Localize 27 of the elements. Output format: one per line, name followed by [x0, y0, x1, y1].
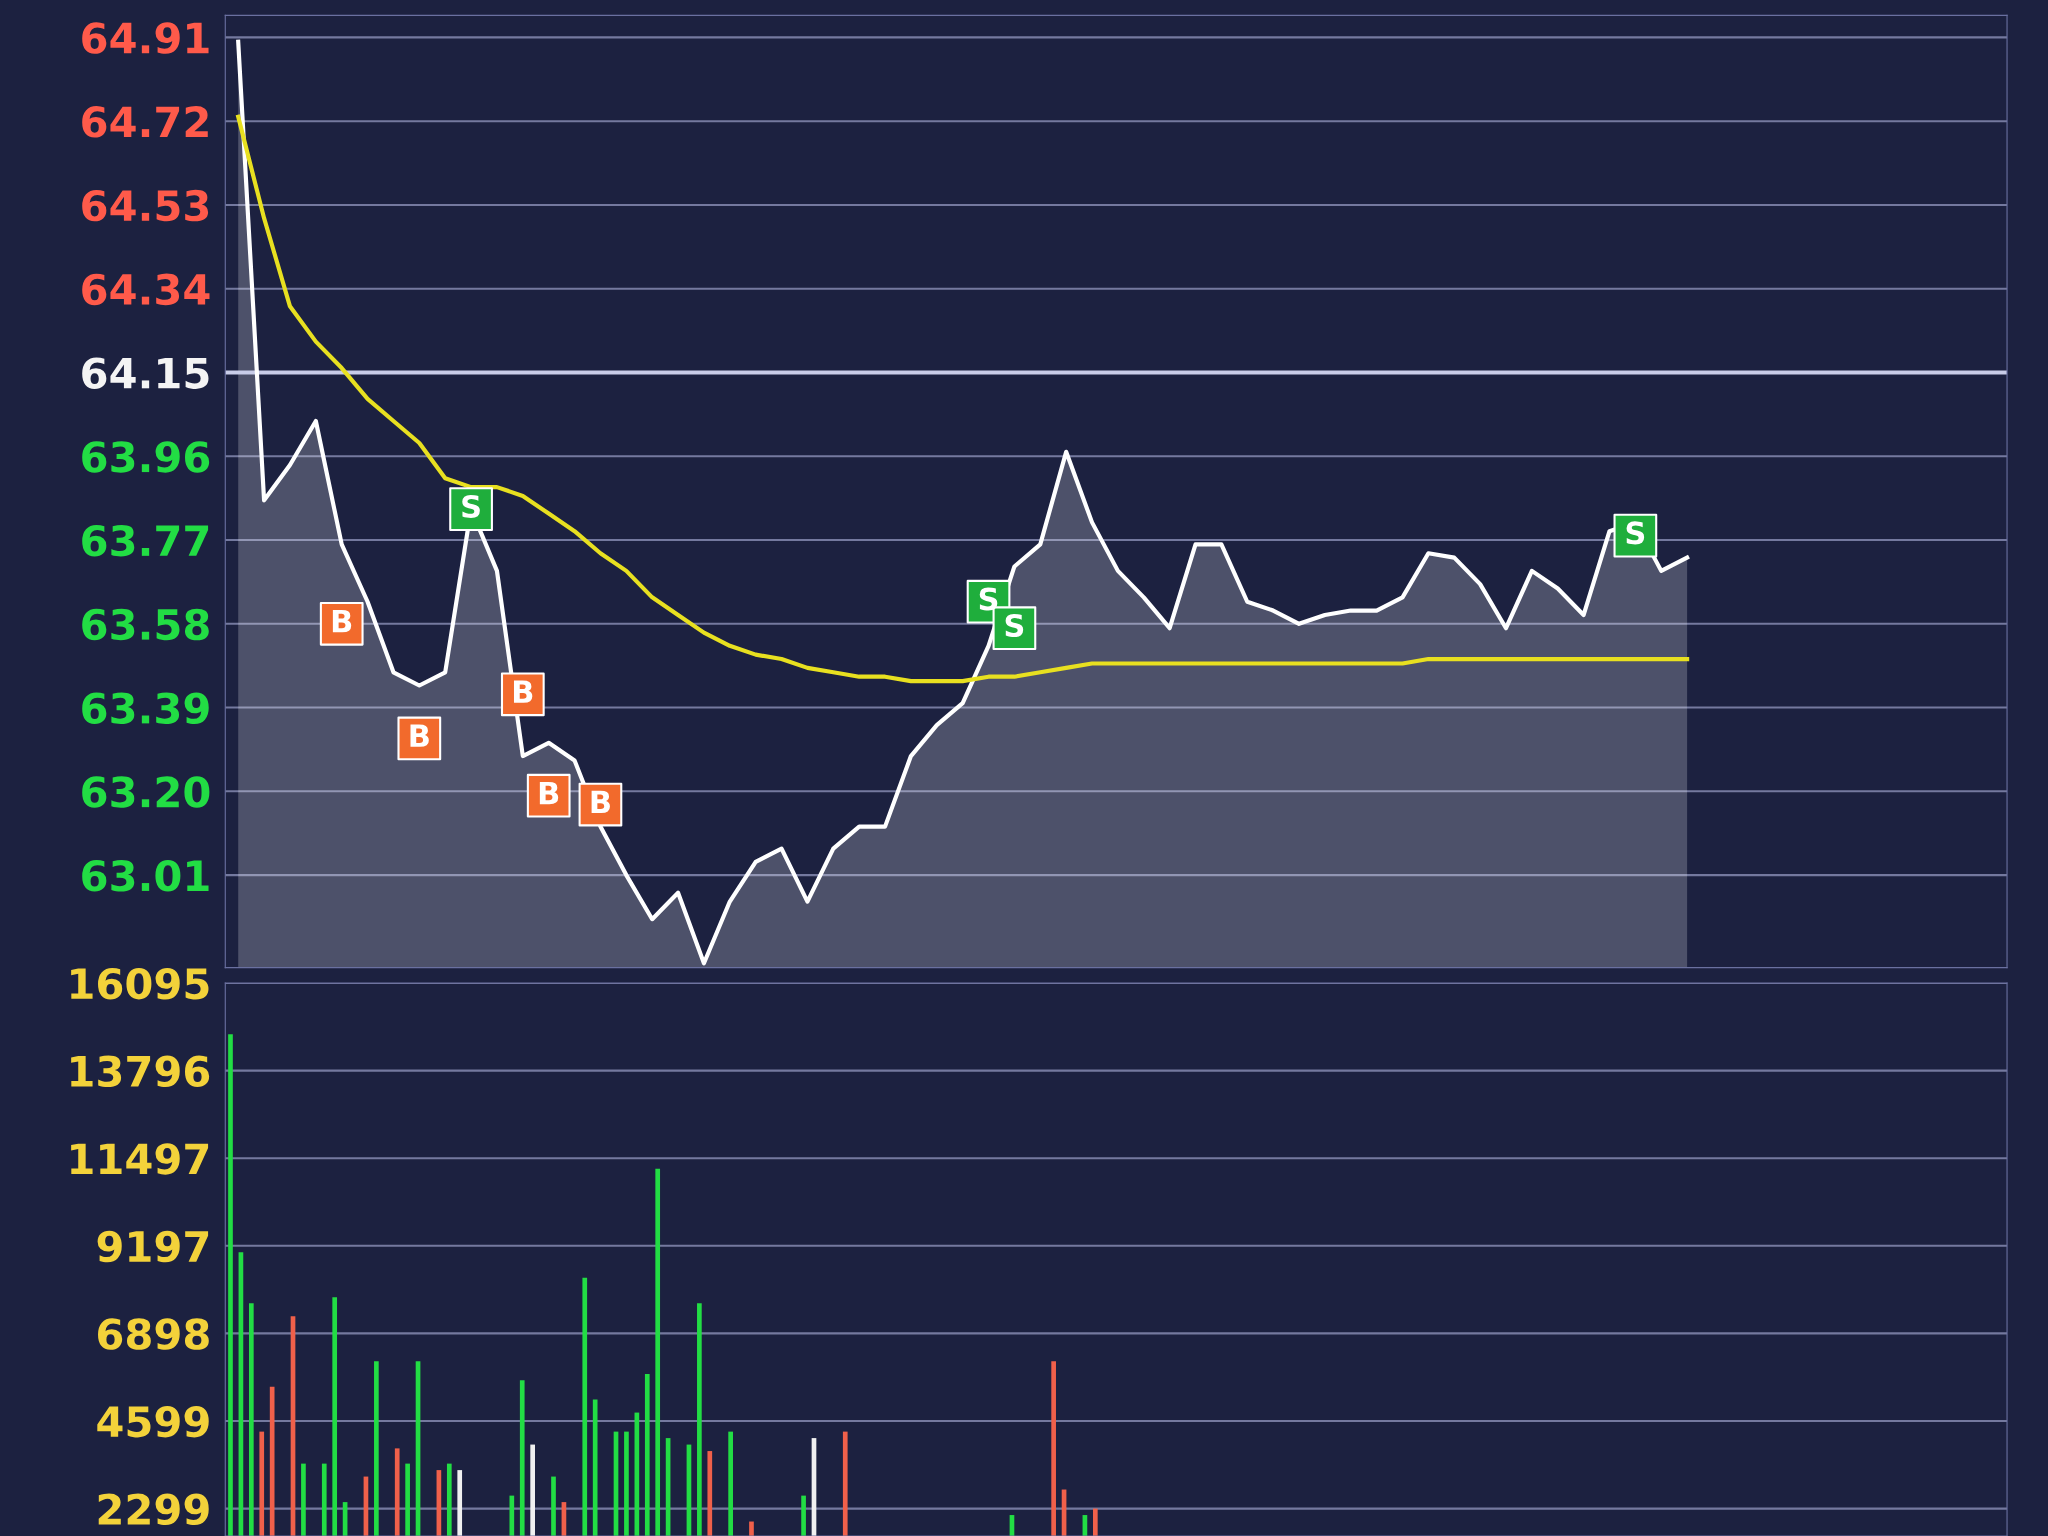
y-tick-label: 63.58: [82, 608, 209, 641]
data-label: B: [513, 680, 533, 703]
y-tick-label: 16095: [71, 967, 209, 1000]
y-tick-label: 13796: [71, 1055, 210, 1088]
y-tick-label: 63.96: [82, 441, 210, 473]
y-tick-label: 64.34: [82, 273, 210, 306]
y-tick-label: 4599: [97, 1405, 209, 1438]
y-tick-label: 63.39: [82, 692, 209, 724]
data-label: B: [332, 609, 352, 633]
y-tick-label: 9197: [97, 1230, 209, 1263]
data-label: B: [591, 790, 610, 813]
y-tick-label: 64.72: [82, 106, 208, 138]
y-tick-label: 63.01: [82, 860, 209, 892]
data-label: S: [1005, 613, 1024, 638]
y-tick-label: 2299: [98, 1493, 209, 1526]
y-tick-label: 64.91: [82, 22, 209, 54]
data-label: S: [979, 587, 998, 611]
y-tick-label: 6898: [98, 1318, 209, 1350]
y-tick-label: 11497: [71, 1143, 209, 1175]
y-tick-label: 63.77: [82, 524, 209, 557]
data-label: S: [1626, 521, 1645, 545]
y-tick-label: 64.15: [82, 357, 209, 389]
y-tick-label: 63.20: [82, 776, 210, 808]
data-label: B: [539, 781, 559, 805]
data-label: S: [462, 494, 480, 519]
y-tick-label: 64.53: [82, 189, 209, 222]
data-label: B: [410, 724, 429, 747]
